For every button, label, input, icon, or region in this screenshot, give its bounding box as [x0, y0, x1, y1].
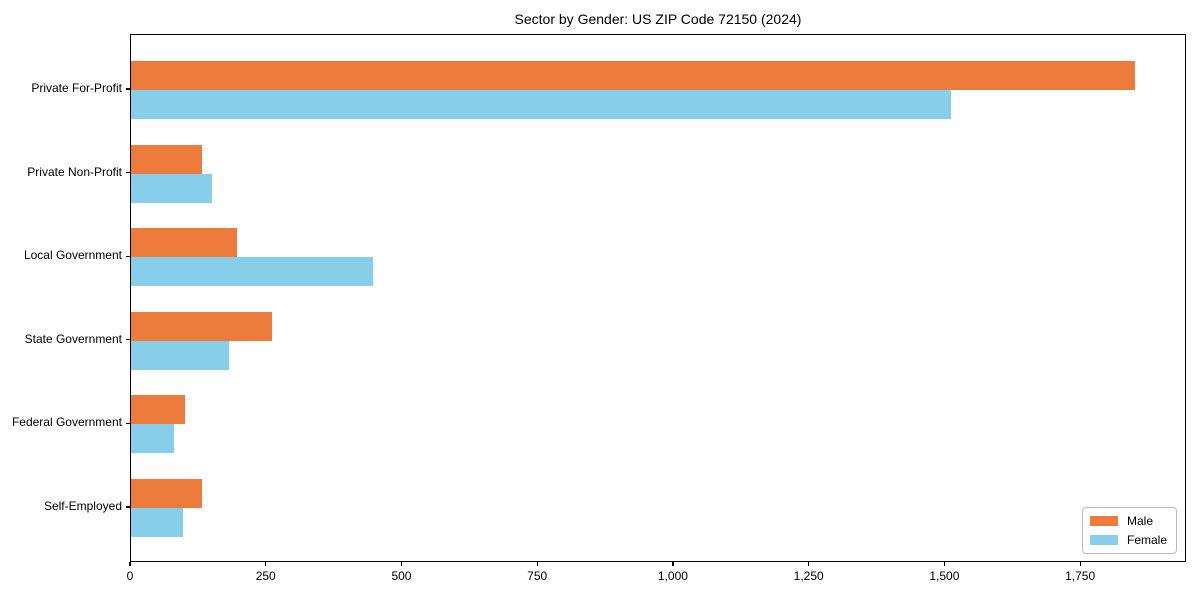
y-axis-label-self-employed: Self-Employed	[43, 499, 122, 513]
bar-male-private-for-profit	[131, 61, 1136, 90]
x-tick-label-1-250: 1,250	[793, 569, 824, 583]
x-tick-label-500: 500	[391, 569, 412, 583]
x-tick-mark	[265, 562, 267, 566]
chart-title: Sector by Gender: US ZIP Code 72150 (202…	[514, 11, 802, 27]
y-tick-mark	[126, 88, 130, 90]
bar-female-private-for-profit	[131, 90, 951, 119]
y-axis-label-federal-government: Federal Government	[11, 415, 122, 430]
x-tick-label-1-500: 1,500	[929, 569, 960, 583]
bar-female-self-employed	[131, 508, 183, 537]
x-tick-label-250: 250	[255, 569, 276, 583]
x-tick-label-1-750: 1,750	[1065, 569, 1096, 583]
bar-male-local-government	[131, 228, 237, 258]
legend-entry-male: Male	[1089, 514, 1167, 528]
x-tick-label-1-000: 1,000	[657, 569, 688, 583]
x-tick-mark	[400, 562, 403, 566]
x-tick-mark	[672, 562, 674, 566]
bar-female-local-government	[131, 257, 373, 287]
x-tick-mark	[943, 562, 945, 566]
bar-male-state-government	[131, 311, 273, 341]
x-tick-label-0: 0	[126, 569, 134, 583]
y-tick-mark	[126, 506, 130, 508]
bar-male-private-non-profit	[131, 144, 202, 174]
plot-area: Male Female	[130, 34, 1186, 562]
bar-female-private-non-profit	[131, 173, 213, 203]
y-tick-mark	[126, 339, 130, 341]
x-tick-mark	[808, 562, 810, 566]
y-axis-label-local-government: Local Government	[23, 248, 122, 263]
bar-female-state-government	[131, 340, 229, 370]
bar-male-self-employed	[131, 479, 202, 508]
y-tick-mark	[126, 255, 130, 257]
y-tick-mark	[126, 172, 130, 174]
x-tick-label-750: 750	[527, 569, 548, 583]
x-tick-mark	[129, 562, 131, 566]
legend-swatch-male	[1089, 516, 1118, 526]
y-axis-label-state-government: State Government	[24, 331, 122, 346]
legend: Male Female	[1081, 507, 1177, 554]
legend-label-male: Male	[1126, 514, 1153, 528]
legend-label-female: Female	[1126, 533, 1167, 547]
x-tick-mark	[1079, 562, 1081, 566]
legend-swatch-female	[1089, 535, 1118, 545]
legend-entry-female: Female	[1089, 533, 1167, 547]
y-axis-label-private-for-profit: Private For-Profit	[31, 81, 122, 95]
bar-female-federal-government	[131, 424, 175, 454]
y-tick-mark	[126, 422, 130, 424]
y-axis-label-private-non-profit: Private Non-Profit	[27, 164, 122, 179]
x-tick-mark	[536, 562, 538, 566]
bar-male-federal-government	[131, 395, 186, 425]
